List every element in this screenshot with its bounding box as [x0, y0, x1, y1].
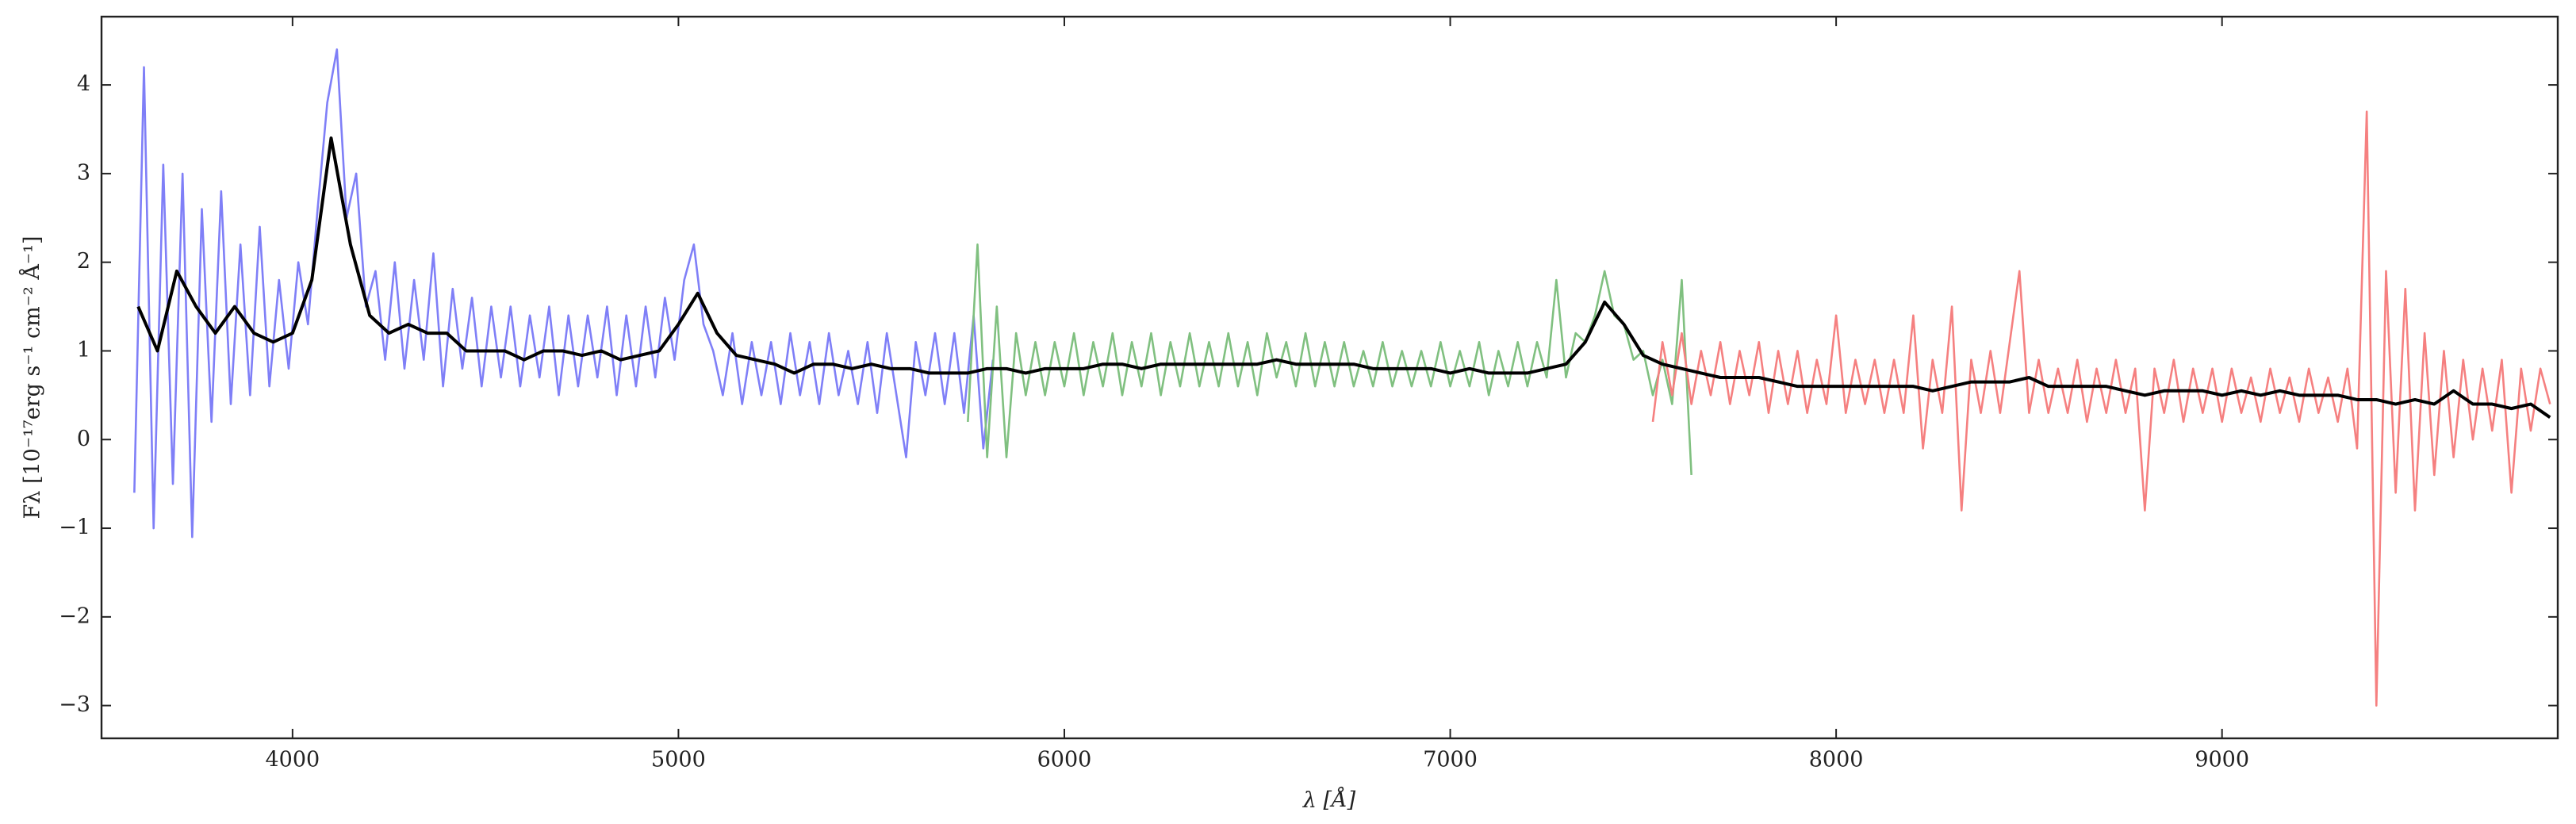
y-tick-label: 0: [77, 427, 90, 451]
spectrum-line: [133, 48, 995, 538]
plot-frame: [100, 15, 2559, 740]
spectrum-line: [136, 136, 2551, 419]
plot-area: [133, 48, 2551, 707]
x-axis-label: λ [Å]: [1302, 787, 1356, 813]
y-axis-label: Fλ [10⁻¹⁷erg s⁻¹ cm⁻² Å⁻¹]: [19, 236, 45, 519]
y-tick-label: 3: [77, 160, 90, 185]
spectrum-line: [967, 243, 1692, 476]
x-tick-label: 6000: [1037, 748, 1092, 772]
x-tick-label: 8000: [1809, 748, 1864, 772]
y-tick-label: 2: [77, 249, 90, 274]
y-tick-label: −1: [59, 515, 90, 540]
x-tick-label: 4000: [265, 748, 320, 772]
y-tick-label: 1: [77, 338, 90, 362]
y-tick-label: −2: [59, 604, 90, 628]
x-tick-label: 5000: [651, 748, 706, 772]
x-tick-label: 9000: [2195, 748, 2249, 772]
x-tick-label: 7000: [1423, 748, 1478, 772]
y-tick-label: −3: [59, 692, 90, 717]
spectrum-line: [1651, 110, 2551, 707]
y-tick-label: 4: [77, 72, 90, 97]
